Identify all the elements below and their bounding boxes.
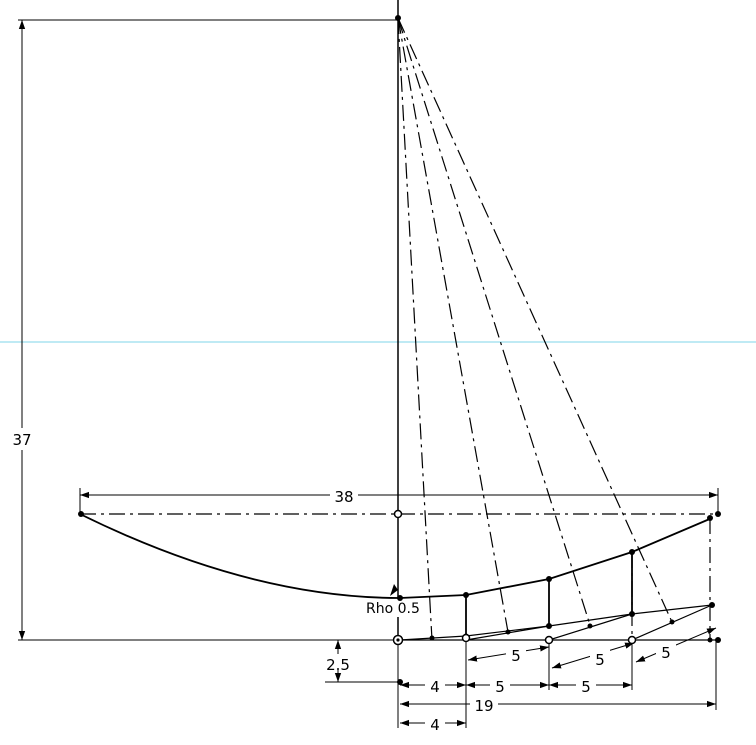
point-dim-bottom[interactable]: [397, 679, 403, 685]
point-center-top[interactable]: [393, 509, 403, 519]
slant-dimension-3-text: 5: [661, 644, 671, 662]
point-curve-left[interactable]: [78, 511, 84, 517]
point-inner-3[interactable]: [505, 629, 511, 635]
point-base-right[interactable]: [707, 637, 713, 643]
dimension-4-bottom-text: 4: [430, 716, 440, 734]
point-curve-2[interactable]: [463, 592, 469, 598]
sketch-points: [78, 15, 721, 685]
ray-line-4: [397, 17, 673, 623]
ray-line-1: [397, 17, 433, 641]
ray-line-2: [397, 17, 509, 633]
point-curve-3[interactable]: [546, 576, 552, 582]
dimension-5-b-text: 5: [581, 678, 591, 696]
point-curve-4[interactable]: [629, 549, 635, 555]
point-base-far-right[interactable]: [715, 637, 721, 643]
slant-dimension-2-text: 5: [595, 651, 605, 669]
main-curve: [79, 513, 713, 599]
point-inner-4[interactable]: [546, 623, 552, 629]
ray-line-3: [397, 17, 591, 626]
dimension-37-text: 37: [12, 431, 31, 449]
point-curve-1[interactable]: [397, 595, 403, 601]
point-inner-5[interactable]: [587, 623, 593, 629]
slant-dimension-1-text: 5: [511, 647, 521, 665]
rho-marker-icon: [390, 584, 398, 596]
rho-label: Rho 0.5: [366, 601, 420, 617]
point-base-3[interactable]: [627, 635, 637, 645]
point-curve-right[interactable]: [715, 511, 721, 517]
point-base-2[interactable]: [544, 635, 554, 645]
dimension-2-5-text: 2.5: [326, 656, 350, 674]
point-base-1[interactable]: [461, 633, 471, 643]
dimension-19-text: 19: [474, 697, 493, 715]
point-vanishing[interactable]: [395, 15, 401, 21]
point-curve-right-inner[interactable]: [707, 515, 713, 521]
dimension-5-a-text: 5: [495, 678, 505, 696]
point-inner-1[interactable]: [429, 635, 435, 641]
dimension-4-top-text: 4: [430, 678, 440, 696]
dimension-38-text: 38: [334, 488, 353, 506]
origin-dot: [396, 638, 400, 642]
inner-curve: [399, 604, 713, 641]
point-inner-6[interactable]: [629, 611, 635, 617]
point-inner-7[interactable]: [669, 619, 675, 625]
sketch-hollow-points: [392, 509, 637, 646]
point-inner-8[interactable]: [709, 602, 715, 608]
